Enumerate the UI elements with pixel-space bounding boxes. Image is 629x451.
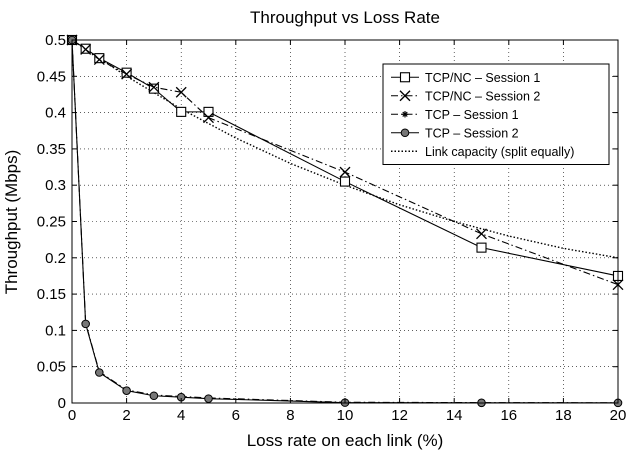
data-point-stroke bbox=[80, 43, 92, 55]
data-point bbox=[476, 242, 487, 253]
data-point-stroke bbox=[148, 81, 160, 93]
data-point-stroke bbox=[476, 228, 487, 240]
data-point bbox=[95, 368, 104, 377]
y-tick-label: 0.05 bbox=[37, 359, 66, 376]
legend-swatch-marker bbox=[399, 90, 411, 102]
y-tick-label: 0 bbox=[58, 395, 66, 412]
data-point bbox=[148, 83, 159, 94]
x-tick-label: 16 bbox=[500, 407, 517, 424]
legend-swatch-marker-stroke bbox=[402, 111, 408, 117]
y-tick-label: 0.1 bbox=[45, 322, 66, 339]
legend-label: Link capacity (split equally) bbox=[425, 145, 574, 159]
data-point bbox=[204, 394, 213, 403]
data-point bbox=[94, 53, 105, 64]
y-tick-label: 0.25 bbox=[37, 214, 66, 231]
data-point bbox=[122, 386, 131, 395]
data-point bbox=[339, 176, 351, 187]
legend-box bbox=[382, 63, 610, 165]
data-point bbox=[121, 68, 133, 80]
data-point-stroke bbox=[203, 112, 214, 124]
y-tick-label: 0.4 bbox=[45, 105, 66, 122]
data-point bbox=[176, 106, 187, 117]
y-axis-title: Throughput (Mbps) bbox=[2, 150, 21, 295]
series-layer bbox=[66, 34, 624, 408]
data-point bbox=[148, 81, 160, 93]
legend-label: TCP – Session 1 bbox=[425, 108, 519, 122]
x-tick-label: 8 bbox=[286, 407, 294, 424]
y-tick-label: 0.3 bbox=[45, 177, 66, 194]
series-line bbox=[71, 39, 619, 277]
legend-swatch-marker bbox=[401, 111, 409, 118]
legend: TCP/NC – Session 1 TCP/NC – Session 2 TCP … bbox=[382, 63, 610, 165]
x-tick-label: 12 bbox=[391, 407, 408, 424]
series-line bbox=[71, 39, 619, 286]
legend-entry: TCP – Session 1 bbox=[391, 108, 519, 122]
x-tick-label: 6 bbox=[232, 407, 240, 424]
data-point bbox=[203, 112, 214, 124]
data-point-stroke bbox=[339, 166, 351, 178]
legend-entry: Link capacity (split equally) bbox=[391, 145, 574, 159]
legend-swatch-marker bbox=[399, 72, 411, 83]
data-point bbox=[339, 166, 351, 178]
legend-label: TCP/NC – Session 2 bbox=[425, 89, 540, 103]
y-tick-label: 0.15 bbox=[37, 286, 66, 303]
legend-entry: TCP – Session 2 bbox=[391, 126, 519, 140]
x-tick-label: 10 bbox=[337, 407, 354, 424]
y-tick-label: 0.2 bbox=[45, 250, 66, 267]
y-tick-label: 0.5 bbox=[45, 32, 66, 49]
legend-label: TCP – Session 2 bbox=[425, 126, 519, 140]
chart-title: Throughput vs Loss Rate bbox=[250, 8, 440, 27]
axis-ticks: 0 2 4 6 8 10 12 14 16 18 20 0 0.05 0.1 0.15 0.2 0.25 0.3 0… bbox=[37, 32, 627, 424]
data-point bbox=[175, 86, 187, 98]
legend-entry: TCP/NC – Session 2 bbox=[391, 89, 540, 103]
y-tick-label: 0.45 bbox=[37, 68, 66, 85]
x-tick-label: 20 bbox=[610, 407, 627, 424]
data-point bbox=[203, 106, 214, 117]
data-point bbox=[93, 54, 105, 66]
data-point bbox=[80, 43, 92, 55]
legend-swatch-marker bbox=[400, 128, 410, 138]
data-point bbox=[476, 228, 487, 240]
data-point-stroke bbox=[93, 54, 105, 66]
series-2 bbox=[66, 34, 624, 291]
legend-swatch-marker-stroke bbox=[399, 90, 411, 102]
data-point-stroke bbox=[175, 86, 187, 98]
data-point bbox=[81, 319, 90, 329]
x-tick-label: 4 bbox=[177, 407, 185, 424]
x-tick-label: 2 bbox=[122, 407, 130, 424]
data-point-stroke bbox=[121, 68, 133, 80]
x-tick-label: 18 bbox=[555, 407, 572, 424]
x-tick-label: 0 bbox=[68, 407, 76, 424]
x-tick-label: 14 bbox=[446, 407, 463, 424]
data-point bbox=[149, 391, 159, 401]
x-axis-title: Loss rate on each link (%) bbox=[247, 431, 444, 450]
data-point bbox=[121, 67, 132, 78]
legend-label: TCP/NC – Session 1 bbox=[425, 71, 540, 85]
y-tick-label: 0.35 bbox=[37, 141, 66, 158]
legend-entry: TCP/NC – Session 1 bbox=[391, 71, 540, 85]
